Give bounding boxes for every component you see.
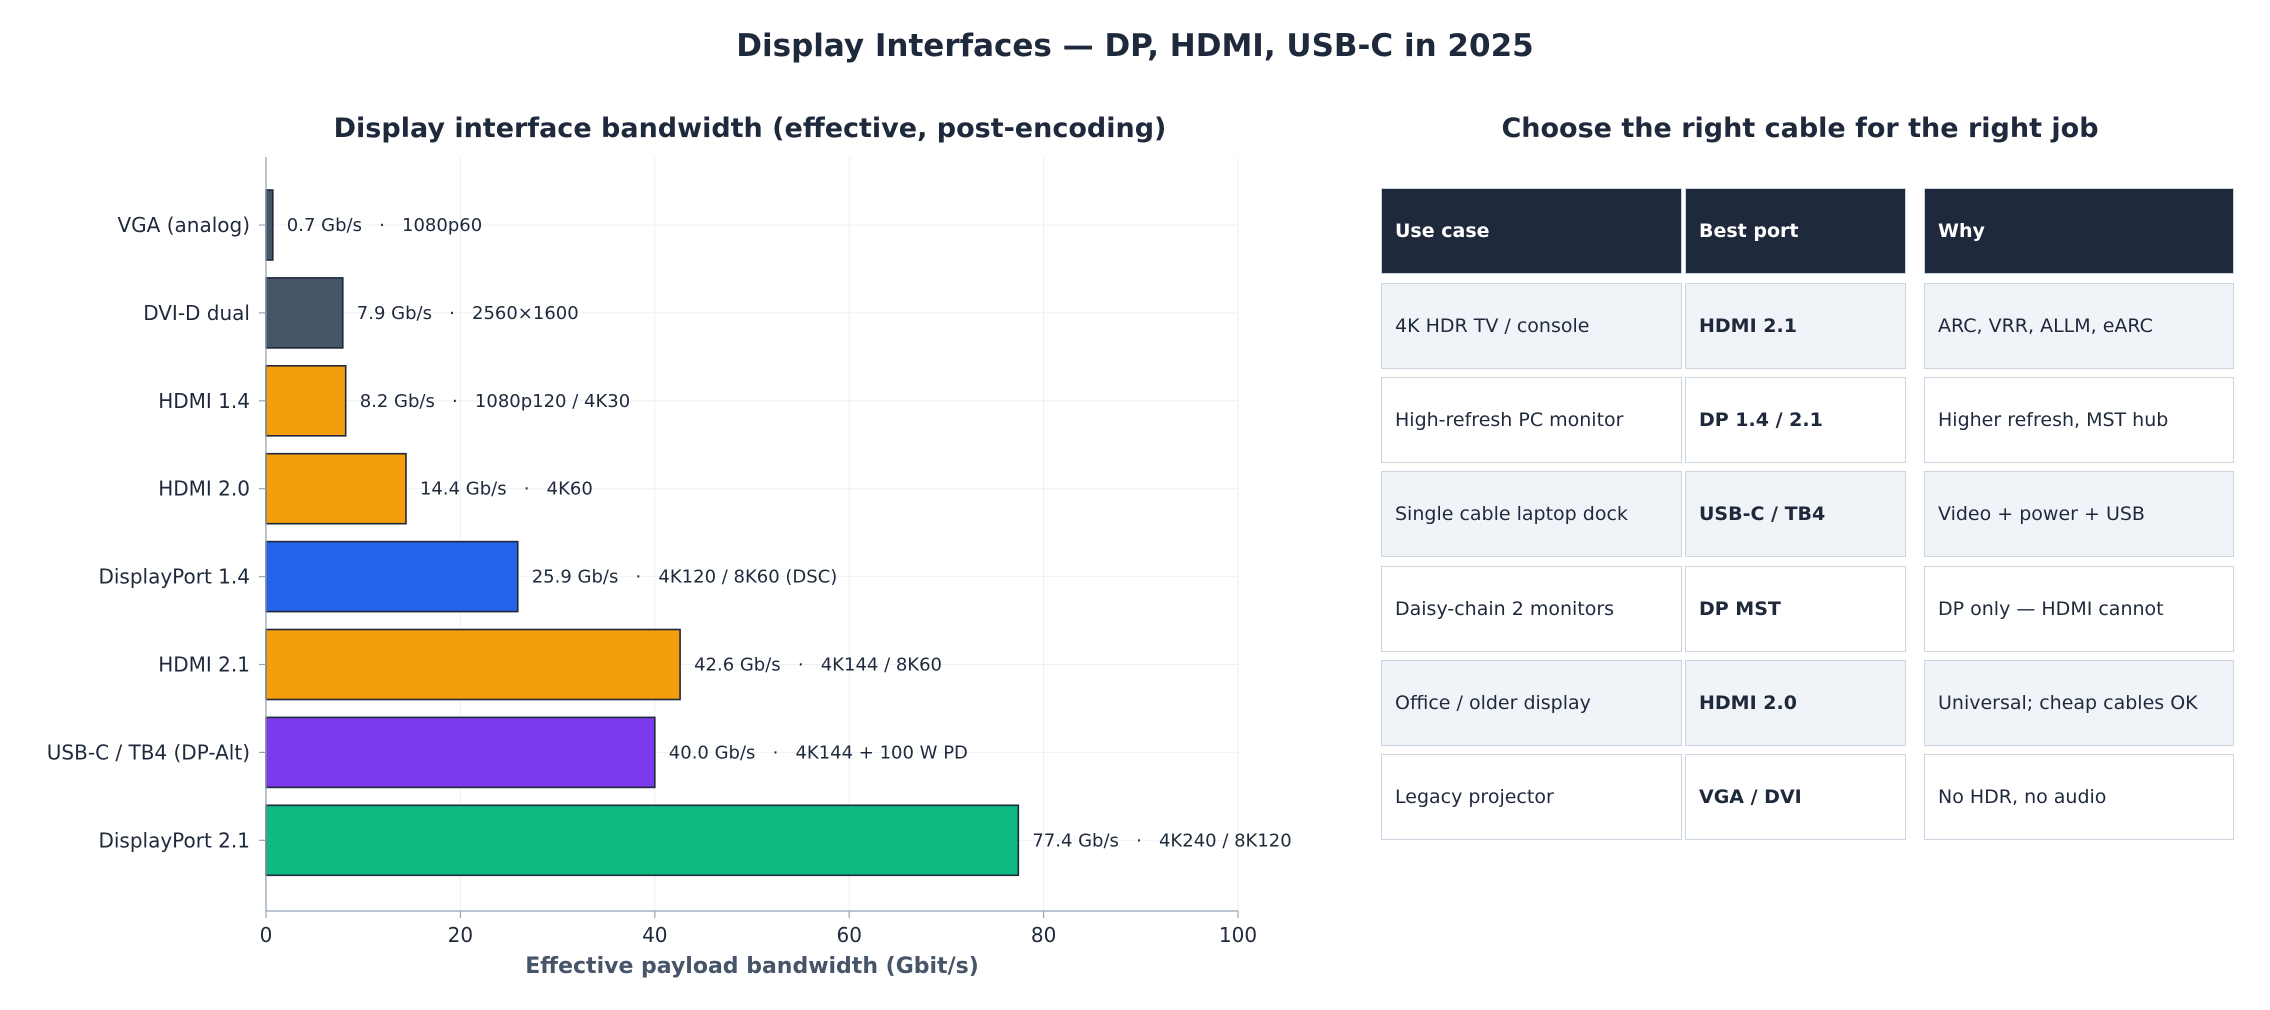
x-tick-label: 40 [642,923,667,947]
x-tick-label: 60 [836,923,861,947]
bar-value-label: 0.7 Gb/s · 1080p60 [287,215,482,236]
bar-value-label: 42.6 Gb/s · 4K144 / 8K60 [694,655,942,676]
y-tick-label: HDMI 1.4 [158,389,250,413]
bar [265,804,1020,877]
y-tick-label: VGA (analog) [118,213,251,237]
bar [265,452,407,525]
x-tick-label: 20 [448,923,473,947]
bar-value-label: 14.4 Gb/s · 4K60 [420,479,593,500]
best-port-cell: DP 1.4 / 2.1 [1685,377,1906,464]
figure-title: Display Interfaces — DP, HDMI, USB-C in … [736,28,1534,64]
why-cell: Universal; cheap cables OK [1924,659,2234,746]
table-header-cell: Use case [1381,188,1682,274]
bar-value-label: 40.0 Gb/s · 4K144 + 100 W PD [669,742,968,763]
use-case-cell: Daisy-chain 2 monitors [1381,565,1682,652]
table-header-cell: Why [1924,188,2234,274]
bar-value-label: 7.9 Gb/s · 2560×1600 [357,303,579,324]
y-tick-label: DisplayPort 1.4 [98,565,250,589]
y-tick-label: HDMI 2.0 [158,477,250,501]
best-port-cell: VGA / DVI [1685,754,1906,840]
best-port-cell: DP MST [1685,565,1906,652]
why-cell: ARC, VRR, ALLM, eARC [1924,283,2234,369]
x-tick-label: 100 [1219,923,1257,947]
bar-value-label: 25.9 Gb/s · 4K120 / 8K60 (DSC) [532,567,838,588]
bar [265,628,681,701]
use-case-cell: High-refresh PC monitor [1381,377,1682,464]
bandwidth-bar-chart: 0.7 Gb/s · 1080p60 VGA (analog) 7.9 Gb/s ·… [47,157,1292,979]
best-port-cell: USB-C / TB4 [1685,471,1906,558]
best-port-cell: HDMI 2.0 [1685,659,1906,746]
x-tick-label: 0 [260,923,273,947]
why-cell: DP only — HDMI cannot [1924,565,2234,652]
use-case-cell: Single cable laptop dock [1381,471,1682,558]
bar [265,277,344,349]
y-tick-label: USB-C / TB4 (DP-Alt) [47,740,250,764]
bar-value-label: 77.4 Gb/s · 4K240 / 8K120 [1032,830,1291,851]
bar-value-label: 8.2 Gb/s · 1080p120 / 4K30 [360,391,630,412]
y-tick-label: DisplayPort 2.1 [98,828,250,852]
use-case-cell: 4K HDR TV / console [1381,283,1682,369]
table-header-cell: Best port [1685,188,1906,274]
use-case-cell: Office / older display [1381,659,1682,746]
best-port-cell: HDMI 2.1 [1685,283,1906,369]
use-case-cell: Legacy projector [1381,754,1682,840]
y-tick-label: DVI-D dual [143,301,250,325]
why-cell: Higher refresh, MST hub [1924,377,2234,464]
why-cell: No HDR, no audio [1924,754,2234,840]
chart-title: Display interface bandwidth (effective, … [333,113,1167,144]
bar [265,364,347,437]
y-tick-label: HDMI 2.1 [158,653,250,677]
why-cell: Video + power + USB [1924,471,2234,558]
bar [265,540,519,613]
bar [265,716,656,789]
x-axis-label: Effective payload bandwidth (Gbit/s) [525,954,979,979]
table-title: Choose the right cable for the right job [1501,113,2099,144]
bar [265,189,274,261]
x-tick-label: 80 [1031,923,1056,947]
